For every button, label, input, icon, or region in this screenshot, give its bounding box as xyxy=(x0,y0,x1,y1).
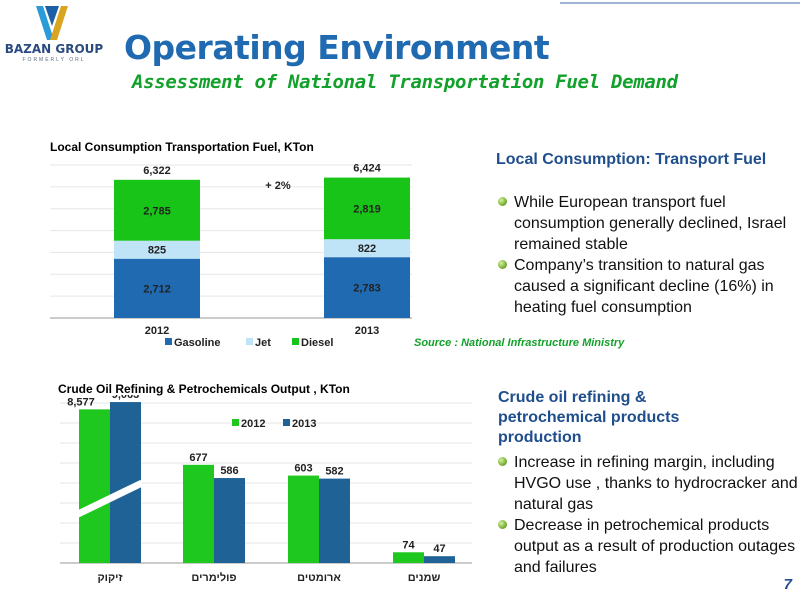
data-label: 9,063 xyxy=(112,395,140,401)
bullet-text: Company’s transition to natural gas caus… xyxy=(514,257,774,316)
bar-2012-1 xyxy=(183,464,214,563)
refining-bullets: Increase in refining margin, including H… xyxy=(498,452,798,578)
bullet-text: Decrease in petrochemical products outpu… xyxy=(514,517,796,576)
bullet-icon xyxy=(498,520,507,529)
bar-jet-2013 xyxy=(324,239,410,258)
page-subtitle: Assessment of National Transportation Fu… xyxy=(132,71,678,93)
legend-swatch xyxy=(232,419,239,426)
bazan-logo-icon xyxy=(36,6,68,40)
x-tick-label: שמנים xyxy=(408,572,441,584)
legend-label: Jet xyxy=(255,337,271,349)
bullet-icon xyxy=(498,260,507,269)
bullet-item: While European transport fuel consumptio… xyxy=(498,192,798,255)
x-tick-label: פולימרים xyxy=(191,571,236,584)
data-label: 677 xyxy=(189,452,207,464)
bar-2013-2 xyxy=(319,478,350,563)
bar-2012-0 xyxy=(79,409,110,563)
bar-jet-2012 xyxy=(114,240,200,259)
refining-section-heading: Crude oil refining & petrochemical produ… xyxy=(498,389,680,446)
x-tick-label: זיקוק xyxy=(97,572,122,584)
data-label: 825 xyxy=(148,245,166,257)
data-label: 2,819 xyxy=(353,203,381,215)
axis-break-mark xyxy=(74,479,144,519)
bullet-icon xyxy=(498,457,507,466)
legend-label: 2013 xyxy=(292,418,316,430)
legend-label: 2012 xyxy=(241,418,265,430)
transport-chart-title: Local Consumption Transportation Fuel, K… xyxy=(50,140,314,154)
x-tick-label: ארומטים xyxy=(297,572,341,584)
bar-diesel-2013 xyxy=(324,177,410,240)
bullet-icon xyxy=(498,197,507,206)
bullet-item: Increase in refining margin, including H… xyxy=(498,452,798,515)
bar-gasoline-2012 xyxy=(114,258,200,318)
page-title: Operating Environment xyxy=(124,28,550,67)
logo-subtext: FORMERLY ORL xyxy=(22,57,86,63)
bar-diesel-2012 xyxy=(114,179,200,241)
legend-swatch xyxy=(292,338,299,345)
growth-annotation: + 2% xyxy=(265,180,291,192)
data-label: 2,783 xyxy=(353,283,381,295)
legend-swatch xyxy=(165,338,172,345)
data-label: 74 xyxy=(402,539,415,551)
legend-label: Diesel xyxy=(301,337,333,349)
refining-output-chart: 8,577 9,063 זיקוק 677 586 פולימרים 603 582 ארומט… xyxy=(60,395,472,584)
data-label: 2,712 xyxy=(143,283,171,295)
legend-swatch xyxy=(283,419,290,426)
transport-fuel-chart: 2,712 825 2,785 6,322 2012 2,783 822 2,819 6,424… xyxy=(50,163,412,349)
data-label: 8,577 xyxy=(67,396,95,408)
bullet-text: Increase in refining margin, including H… xyxy=(514,454,798,513)
data-label: 822 xyxy=(358,243,376,255)
page-number: 7 xyxy=(783,576,792,593)
data-label: 582 xyxy=(325,466,343,478)
bullet-text: While European transport fuel consumptio… xyxy=(514,194,787,253)
x-tick-label: 2012 xyxy=(145,325,169,337)
transport-section-heading: Local Consumption: Transport Fuel xyxy=(496,151,767,168)
bar-2013-3 xyxy=(424,556,455,563)
total-label: 6,322 xyxy=(143,165,171,177)
bar-2012-2 xyxy=(288,475,319,563)
bullet-item: Company’s transition to natural gas caus… xyxy=(498,255,798,318)
bar-2012-3 xyxy=(393,552,424,563)
refining-chart-title: Crude Oil Refining & Petrochemicals Outp… xyxy=(58,382,350,396)
bullet-item: Decrease in petrochemical products outpu… xyxy=(498,515,798,578)
bar-2013-1 xyxy=(214,478,245,563)
data-label: 47 xyxy=(433,543,445,555)
data-label: 586 xyxy=(220,465,238,477)
logo-name: BAZAN GROUP xyxy=(4,42,104,56)
transport-bullets: While European transport fuel consumptio… xyxy=(498,192,798,318)
data-label: 603 xyxy=(294,463,312,475)
legend-swatch xyxy=(246,338,253,345)
company-logo: BAZAN GROUP FORMERLY ORL xyxy=(4,6,104,64)
x-tick-label: 2013 xyxy=(355,325,379,337)
source-note: Source : National Infrastructure Ministr… xyxy=(414,337,625,349)
data-label: 2,785 xyxy=(143,205,171,217)
bar-gasoline-2013 xyxy=(324,257,410,318)
legend-label: Gasoline xyxy=(174,337,220,349)
top-rule xyxy=(560,2,800,4)
total-label: 6,424 xyxy=(353,163,381,175)
